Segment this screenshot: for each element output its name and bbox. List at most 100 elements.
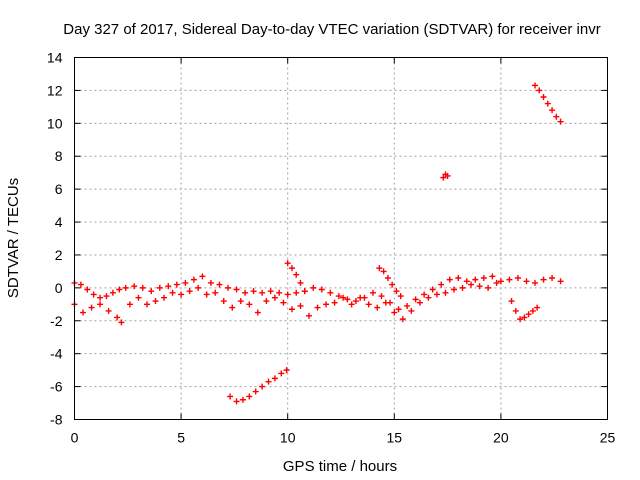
data-point	[293, 289, 300, 296]
data-point	[239, 396, 246, 403]
data-point	[540, 93, 547, 100]
data-point	[374, 304, 381, 311]
data-point	[425, 294, 432, 301]
series-rise-14h	[376, 265, 404, 300]
data-point	[536, 87, 543, 94]
data-point	[480, 274, 487, 281]
data-point	[433, 291, 440, 298]
data-point	[271, 375, 278, 382]
data-point	[497, 278, 504, 285]
plot-frame	[74, 57, 608, 420]
data-point	[122, 284, 129, 291]
data-point	[116, 286, 123, 293]
series-tail-21h	[508, 298, 541, 323]
data-point	[80, 309, 87, 316]
data-point	[444, 172, 451, 179]
data-point	[178, 291, 185, 298]
data-point	[233, 398, 240, 405]
data-point	[344, 296, 351, 303]
data-point	[118, 319, 125, 326]
x-tick-labels: 0 5 10 15 20 25	[71, 430, 616, 446]
data-point	[186, 288, 193, 295]
data-point	[297, 279, 304, 286]
data-point	[284, 260, 291, 267]
data-point	[416, 299, 423, 306]
data-point	[529, 307, 536, 314]
data-point	[357, 294, 364, 301]
data-point	[190, 276, 197, 283]
data-point	[254, 309, 261, 316]
data-point	[139, 284, 146, 291]
data-point	[259, 383, 266, 390]
data-point	[380, 268, 387, 275]
data-point	[395, 306, 402, 313]
y-tick-labels: -8 -6 -4 -2 0 2 4 6 8 10 12 14	[47, 50, 63, 428]
data-point	[544, 100, 551, 107]
data-point	[88, 304, 95, 311]
data-point	[391, 309, 398, 316]
data-points	[71, 82, 564, 405]
y-tick-label: 4	[55, 214, 63, 230]
data-point	[378, 293, 385, 300]
x-tick-label: 25	[600, 430, 616, 446]
data-point	[131, 283, 138, 290]
data-point	[278, 370, 285, 377]
data-point	[455, 274, 462, 281]
data-point	[549, 107, 556, 114]
data-point	[553, 113, 560, 120]
data-point	[525, 311, 532, 318]
data-point	[233, 286, 240, 293]
data-point	[376, 265, 383, 272]
data-point	[227, 393, 234, 400]
data-point	[90, 291, 97, 298]
data-point	[103, 293, 110, 300]
data-point	[301, 288, 308, 295]
data-point	[514, 274, 521, 281]
data-point	[459, 284, 466, 291]
data-point	[463, 278, 470, 285]
data-point	[365, 301, 372, 308]
data-point	[259, 289, 266, 296]
data-point	[348, 301, 355, 308]
x-tick-label: 0	[71, 430, 79, 446]
data-point	[442, 289, 449, 296]
data-point	[212, 289, 219, 296]
data-point	[114, 314, 121, 321]
data-point	[148, 288, 155, 295]
data-point	[493, 279, 500, 286]
data-point	[225, 284, 232, 291]
y-tick-label: 0	[55, 280, 63, 296]
data-point	[382, 299, 389, 306]
data-point	[143, 301, 150, 308]
data-point	[557, 118, 564, 125]
data-point	[408, 307, 415, 314]
data-point	[508, 298, 515, 305]
data-point	[246, 393, 253, 400]
data-point	[485, 284, 492, 291]
data-point	[389, 281, 396, 288]
y-tick-label: 8	[55, 148, 63, 164]
data-point	[276, 289, 283, 296]
data-point	[506, 276, 513, 283]
data-point	[216, 281, 223, 288]
y-tick-label: 14	[47, 50, 63, 66]
data-point	[156, 284, 163, 291]
data-point	[549, 274, 556, 281]
y-tick-label: -6	[50, 379, 63, 395]
data-point	[271, 294, 278, 301]
y-tick-label: -4	[50, 346, 63, 362]
series-arc-8h	[227, 367, 290, 405]
data-point	[512, 307, 519, 314]
data-point	[472, 276, 479, 283]
series-spike-17h	[440, 171, 451, 181]
data-point	[393, 288, 400, 295]
data-point	[173, 281, 180, 288]
data-point	[532, 82, 539, 89]
data-point	[161, 294, 168, 301]
data-point	[352, 298, 359, 305]
data-point	[412, 296, 419, 303]
x-tick-label: 20	[493, 430, 509, 446]
data-point	[152, 298, 159, 305]
data-point	[327, 289, 334, 296]
